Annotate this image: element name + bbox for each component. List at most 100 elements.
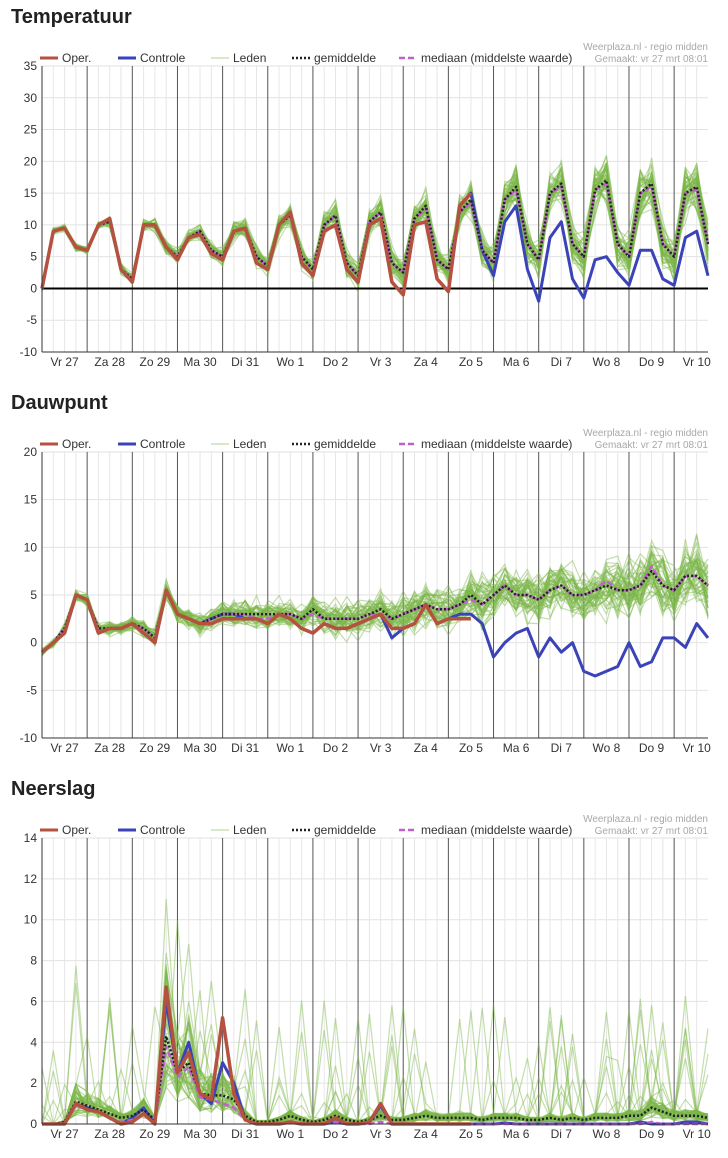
member-line — [42, 952, 709, 1125]
member-line — [42, 1009, 709, 1125]
y-tick-label: -10 — [20, 345, 38, 359]
y-tick-label: -10 — [20, 731, 38, 745]
member-line — [41, 165, 709, 290]
x-tick-label: Ma 30 — [183, 1127, 217, 1141]
credit-source: Weerplaza.nl - regio midden — [583, 42, 708, 53]
y-tick-label: 12 — [24, 872, 38, 886]
member-line — [41, 560, 709, 653]
member-line — [41, 564, 709, 655]
legend-controle-label: Controle — [140, 437, 186, 451]
y-tick-label: 15 — [24, 493, 38, 507]
credit-source: Weerplaza.nl - regio midden — [583, 814, 708, 825]
x-tick-label: Za 4 — [414, 741, 438, 755]
x-tick-label: Do 2 — [323, 741, 349, 755]
member-line — [42, 989, 709, 1125]
member-line — [42, 971, 709, 1125]
member-line — [41, 164, 709, 290]
x-tick-label: Do 9 — [639, 355, 665, 369]
member-line — [42, 972, 709, 1125]
y-tick-label: 20 — [24, 154, 38, 168]
member-line — [41, 554, 709, 652]
series-gemiddelde — [41, 569, 709, 654]
legend-controle-label: Controle — [140, 823, 186, 837]
member-line — [42, 1017, 709, 1125]
x-tick-label: Vr 27 — [50, 355, 79, 369]
x-tick-label: Za 28 — [94, 1127, 125, 1141]
x-tick-label: Vr 10 — [683, 355, 712, 369]
member-line — [41, 573, 709, 653]
y-tick-label: -5 — [26, 313, 37, 327]
y-tick-label: 5 — [30, 250, 37, 264]
x-tick-label: Di 7 — [551, 1127, 573, 1141]
y-tick-label: 0 — [30, 281, 37, 295]
legend-leden-label: Leden — [233, 437, 266, 451]
x-tick-label: Zo 5 — [459, 1127, 483, 1141]
chart-svg: Oper. Controle Leden gemiddelde mediaan (mid… — [24, 814, 712, 1141]
member-line — [42, 1001, 709, 1125]
legend-leden-label: Leden — [233, 823, 266, 837]
member-line — [41, 555, 709, 655]
x-tick-label: Di 31 — [231, 1127, 259, 1141]
x-tick-label: Za 4 — [414, 355, 438, 369]
member-line — [42, 919, 709, 1125]
x-tick-label: Do 9 — [639, 1127, 665, 1141]
y-tick-label: 30 — [24, 91, 38, 105]
x-tick-label: Do 2 — [323, 1127, 349, 1141]
y-tick-label: 10 — [24, 218, 38, 232]
x-tick-label: Zo 29 — [140, 355, 171, 369]
chart-title: Temperatuur — [11, 6, 132, 28]
x-tick-label: Vr 10 — [683, 741, 712, 755]
member-line — [41, 557, 709, 653]
member-line — [41, 558, 709, 651]
series-oper — [40, 588, 471, 654]
x-tick-label: Ma 6 — [503, 1127, 530, 1141]
credit-timestamp: Gemaakt: vr 27 mrt 08:01 — [595, 826, 709, 837]
member-line — [41, 167, 709, 286]
member-line — [41, 535, 709, 652]
member-line — [42, 976, 709, 1125]
member-line — [41, 982, 709, 1125]
leden-members — [41, 154, 709, 294]
x-tick-label: Ma 6 — [503, 741, 530, 755]
member-line — [42, 899, 709, 1125]
y-tick-label: 5 — [30, 588, 37, 602]
x-tick-label: Zo 5 — [459, 741, 483, 755]
x-tick-label: Za 28 — [94, 741, 125, 755]
x-tick-label: Vr 3 — [370, 1127, 392, 1141]
member-line — [41, 560, 709, 655]
legend-leden-label: Leden — [233, 51, 266, 65]
member-line — [41, 533, 709, 651]
chart-panel-temperatuur: Temperatuur Oper. Controle Leden gemiddelde… — [0, 0, 728, 386]
chart-panel-neerslag: Neerslag Oper. Controle Leden gemiddelde med… — [0, 772, 728, 1158]
legend-mediaan-label: mediaan (middelste waarde) — [421, 51, 572, 65]
legend-gemiddelde-label: gemiddelde — [314, 437, 376, 451]
legend-mediaan-label: mediaan (middelste waarde) — [421, 437, 572, 451]
x-tick-label: Za 4 — [414, 1127, 438, 1141]
member-line — [41, 1015, 709, 1125]
x-tick-label: Wo 1 — [276, 1127, 304, 1141]
member-line — [41, 564, 709, 652]
member-line — [41, 544, 709, 655]
x-tick-label: Zo 5 — [459, 355, 483, 369]
y-tick-label: 4 — [30, 1035, 37, 1049]
x-tick-label: Vr 27 — [50, 1127, 79, 1141]
legend-mediaan-label: mediaan (middelste waarde) — [421, 823, 572, 837]
y-tick-label: 15 — [24, 186, 38, 200]
y-tick-label: 8 — [30, 954, 37, 968]
x-tick-label: Di 31 — [231, 741, 259, 755]
x-tick-label: Ma 30 — [183, 741, 217, 755]
y-tick-label: 35 — [24, 59, 38, 73]
member-line — [42, 1020, 709, 1125]
member-line — [41, 555, 709, 653]
x-tick-label: Do 2 — [323, 355, 349, 369]
x-tick-label: Vr 10 — [683, 1127, 712, 1141]
y-tick-label: 10 — [24, 540, 38, 554]
y-tick-label: 14 — [24, 831, 38, 845]
member-line — [41, 173, 709, 289]
x-tick-label: Vr 3 — [370, 741, 392, 755]
member-line — [41, 175, 709, 287]
x-tick-label: Zo 29 — [140, 741, 171, 755]
chart-svg: Oper. Controle Leden gemiddelde mediaan (mid… — [20, 428, 712, 755]
leden-members — [41, 899, 709, 1125]
member-line — [42, 1010, 709, 1125]
